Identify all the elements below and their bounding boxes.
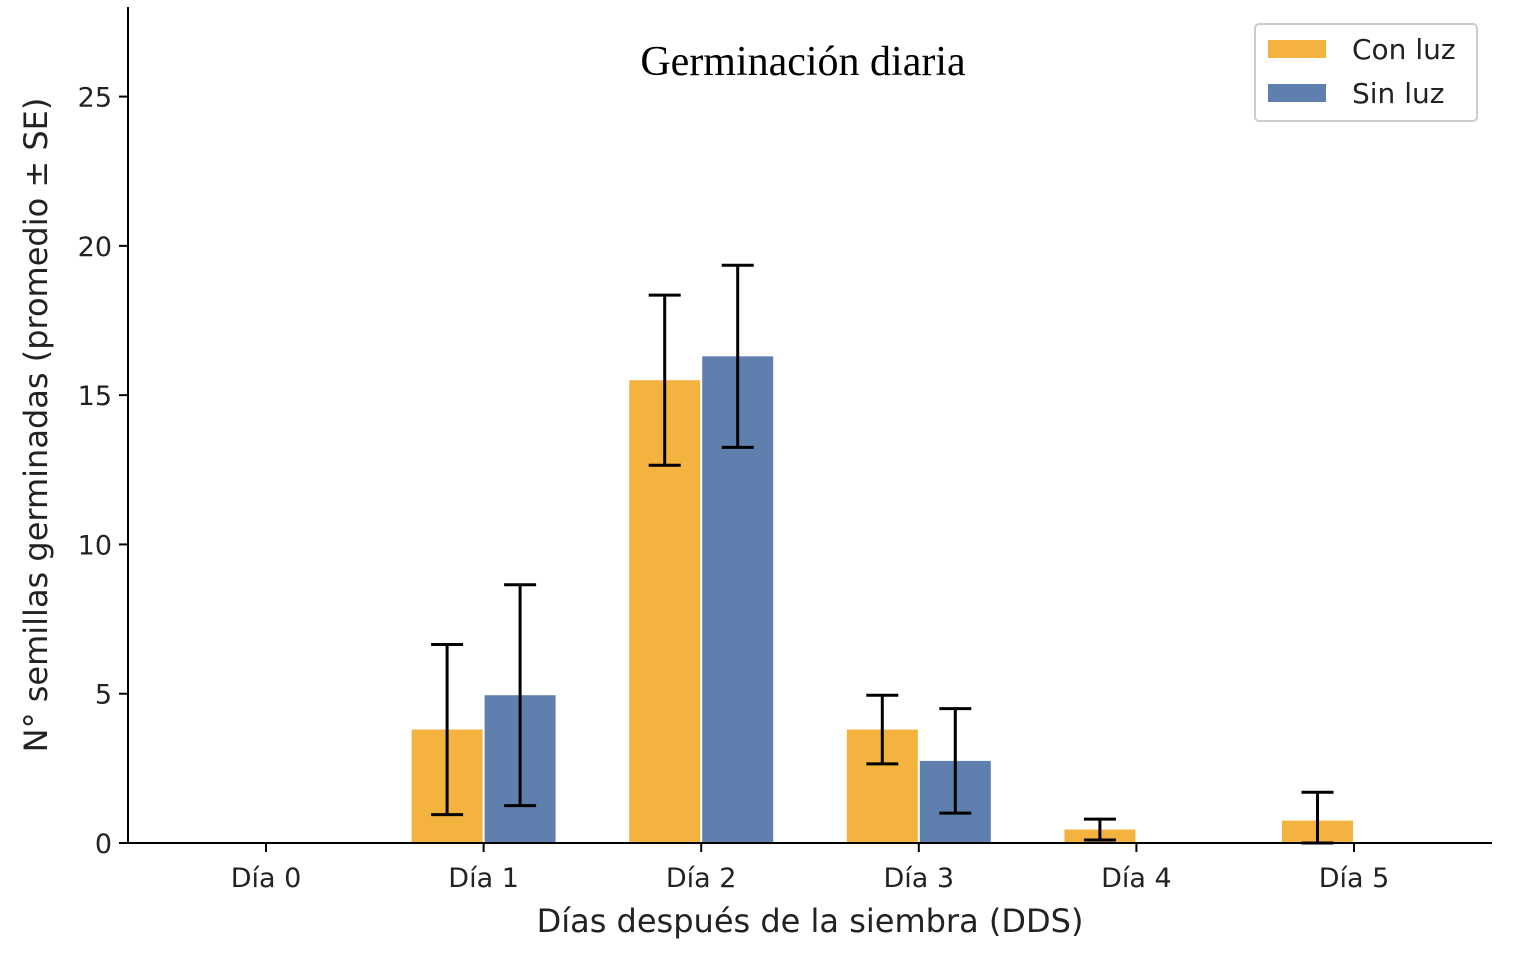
x-tick-label: Día 4	[1101, 863, 1172, 894]
x-tick-label: Día 3	[883, 863, 954, 894]
legend-label-con-luz: Con luz	[1352, 33, 1456, 66]
y-tick-label: 15	[78, 381, 112, 412]
legend-swatch-sin-luz	[1268, 84, 1326, 102]
x-tick-label: Día 2	[666, 863, 737, 894]
x-ticks: Día 0 Día 1 Día 2 Día 3 Día 4 Día 5	[231, 843, 1390, 894]
y-axis-label: N° semillas germinadas (promedio ± SE)	[17, 98, 55, 753]
y-tick-label: 25	[78, 83, 112, 114]
y-tick-label: 0	[95, 829, 112, 860]
legend-label-sin-luz: Sin luz	[1352, 77, 1444, 110]
x-tick-label: Día 0	[231, 863, 302, 894]
error-bars-layer	[431, 263, 1334, 845]
bars-layer	[411, 356, 1353, 843]
legend: Con luz Sin luz	[1254, 23, 1478, 122]
y-ticks: 0 5 10 15 20 25	[78, 83, 128, 860]
x-tick-label: Día 5	[1319, 863, 1390, 894]
x-axis-label: Días después de la siembra (DDS)	[537, 902, 1084, 940]
x-tick-label: Día 1	[448, 863, 519, 894]
y-tick-label: 10	[78, 530, 112, 561]
legend-swatch-con-luz	[1268, 40, 1326, 58]
y-tick-label: 5	[95, 680, 112, 711]
chart-title: Germinación diaria	[640, 39, 966, 85]
y-tick-label: 20	[78, 232, 112, 263]
